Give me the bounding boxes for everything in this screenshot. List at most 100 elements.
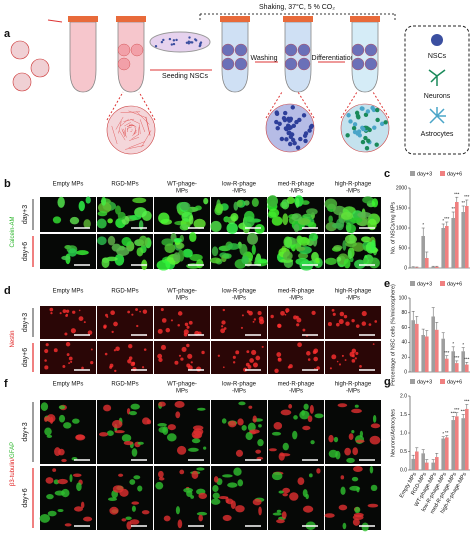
cell-blob [267,195,279,208]
tube-cap [350,16,380,22]
cell-dot [157,328,163,334]
cell-dot [255,355,261,361]
y-tick-label: 1500 [396,205,407,211]
bar [441,438,445,470]
cell [375,117,380,123]
nsc-dot [172,42,176,46]
cell-dot [183,332,188,337]
nsc-dot [185,41,189,44]
cell-dot [143,348,147,351]
cell-blob [131,501,140,505]
fiber [128,141,145,149]
cell [365,109,371,114]
cell [274,119,279,125]
cell-blob [58,414,66,423]
microsphere [221,57,235,71]
cell-blob [46,434,53,439]
cell-blob [292,430,298,440]
cell-dot [68,356,73,361]
significance: * [422,222,424,227]
cell-blob [268,208,280,218]
cell-dot [181,346,187,352]
column-label: high-R-phage [335,182,372,188]
cell [307,128,312,133]
cell-blob [281,199,290,210]
bar [441,228,445,268]
cell-blob [134,207,147,218]
cell-dot [338,319,344,325]
cell-dot [280,310,285,316]
cell-blob [351,408,362,414]
cell-blob [61,488,70,498]
astrocyte-icon [429,107,446,124]
panel-label: f [4,378,8,390]
error-bar [461,205,465,212]
cell-dot [257,311,262,316]
cell-blob [212,492,220,499]
cell-blob [268,448,277,452]
cell-dot [351,348,357,354]
significance: *** [451,411,457,416]
panel-label: c [384,168,390,180]
cell-blob [198,514,204,522]
cell-blob [355,439,365,443]
cell-dot [277,323,282,329]
cell [284,137,289,142]
cell-dot [177,324,180,327]
cell-dot [351,359,356,363]
micrograph [325,466,381,530]
cell-blob [121,434,132,442]
cell-blob [221,418,227,424]
cell-blob [39,513,51,523]
error-bar [441,223,445,228]
column-label: WT-phage- [167,382,197,388]
error-bar [441,436,445,439]
cell-blob [103,404,112,412]
cell-dot [341,354,344,357]
cell-blob [293,224,300,233]
cell-dot [72,310,76,314]
legend-swatch [440,171,445,176]
significance: * [462,342,464,347]
cell-blob [141,417,151,425]
cell-blob [193,218,206,229]
cell-blob [372,414,377,423]
bar [425,462,429,470]
row-bar [32,308,34,337]
cell-dot [374,320,378,323]
cell-blob [129,519,140,525]
cell [346,113,351,118]
row-label: day+6 [22,242,29,261]
y-tick-label: 500 [399,245,408,251]
cell-dot [270,314,274,319]
microsphere [130,43,144,57]
cell-blob [280,409,292,416]
cell-dot [160,307,164,312]
cell-blob [211,246,219,257]
cell-dot [141,366,145,369]
error-bar [415,447,419,452]
cell-dot [103,325,107,329]
cell-blob [278,452,285,461]
cell-blob [301,409,306,416]
cell-blob [324,198,338,210]
bar [455,202,459,268]
zoom-lines [265,91,315,119]
micrograph [211,306,267,339]
cell [379,121,385,127]
cell-dot [158,357,163,363]
cell-dot [135,308,138,311]
cell-blob [121,237,132,247]
y-tick-label: 80 [401,310,407,316]
cell-blob [179,469,185,475]
cell-blob [351,429,355,434]
column-label: WT-phage- [167,289,197,295]
cell-dot [139,310,141,313]
cell-blob [63,422,72,429]
cell [287,125,293,130]
cell [357,133,363,138]
y-tick-label: 60 [401,325,407,331]
fiber [123,118,135,122]
cell-blob [173,238,183,243]
cell-dot [335,322,340,327]
